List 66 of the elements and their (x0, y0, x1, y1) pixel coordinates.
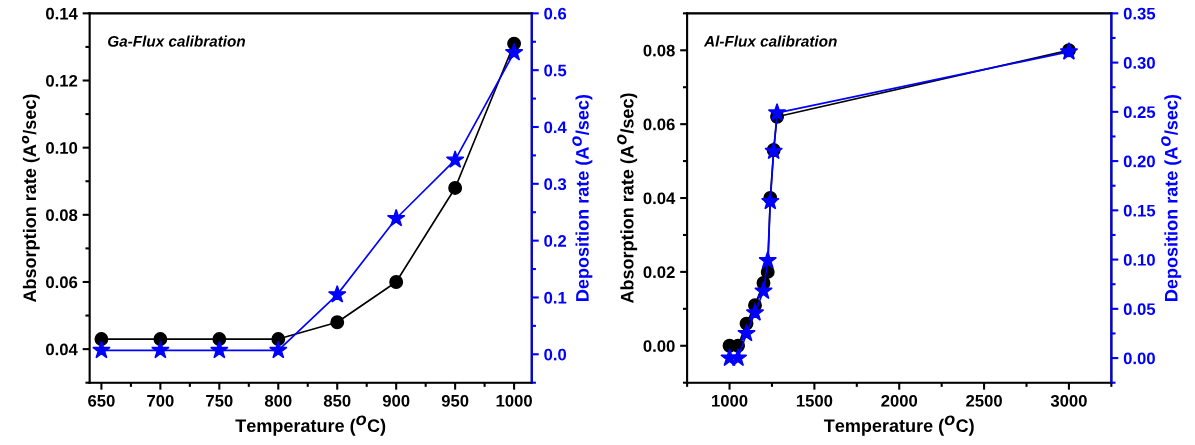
y2-tick-label: 0.2 (544, 235, 567, 247)
y2-tick-label: 0.0 (544, 348, 567, 361)
y-tick-label: 0.08 (46, 209, 78, 222)
point (151, 340, 170, 359)
y-axis-title: Absorption rate (A$^{o}$/sec) (21, 94, 40, 303)
y2-tick-label: 0.6 (544, 7, 567, 20)
y-tick-label: 0.10 (46, 142, 78, 154)
y2-tick-label: 0.25 (1123, 106, 1156, 119)
y2-tick-label: 0.3 (544, 178, 567, 191)
x-tick-label: 700 (147, 394, 174, 407)
x-tick-label: 650 (88, 394, 115, 407)
y2-tick-label: 0.4 (544, 121, 567, 134)
y-tick-label: 0.12 (46, 74, 78, 87)
point (268, 340, 288, 359)
y-tick-label: 0.04 (643, 192, 676, 205)
x-tick-label: 850 (323, 394, 351, 407)
y-tick-label: 0.06 (643, 118, 675, 131)
y2-tick-label: 0.35 (1123, 7, 1156, 20)
x-axis-title: Temperature ($^{O}$C) (235, 415, 386, 436)
y-tick-label: 0.06 (46, 276, 78, 289)
y-tick-label: 0.00 (643, 340, 675, 352)
point (330, 315, 345, 330)
y-tick-label: 0.04 (46, 343, 78, 356)
y2-tick-label: 0.20 (1123, 155, 1155, 168)
y2-axis-title: Deposition rate (A$^{O}$/sec) (1161, 94, 1182, 301)
point (212, 332, 227, 346)
x-tick-label: 800 (264, 394, 292, 407)
point (745, 303, 765, 321)
point (737, 323, 756, 342)
y2-tick-label: 0.1 (544, 291, 567, 304)
point (448, 181, 463, 195)
y-axis-title: Absorption rate (A$^{O}$/sec) (617, 93, 638, 304)
y2-tick-label: 0.10 (1123, 253, 1155, 266)
y2-tick-label: 0.15 (1123, 204, 1156, 217)
x-tick-label: 900 (382, 394, 410, 407)
point (210, 340, 229, 359)
y-tick-label: 0.14 (46, 7, 78, 20)
y2-tick-label: 0.00 (1123, 352, 1155, 365)
y2-tick-label: 0.05 (1123, 303, 1156, 316)
x-tick-label: 3000 (1050, 394, 1087, 407)
x-tick-label: 2500 (966, 394, 1002, 407)
annotation: Al-Flux calibration (703, 35, 837, 47)
point (754, 281, 773, 300)
x-tick-label: 2000 (881, 394, 918, 407)
x-tick-label: 1500 (796, 394, 833, 407)
y2-tick-label: 0.5 (544, 64, 567, 77)
point (327, 284, 347, 303)
y2-axis-title: Deposition rate (A$^{O}$/sec) (572, 94, 593, 301)
annotation: Ga-Flux calibration (108, 35, 246, 47)
y-tick-label: 0.08 (643, 44, 675, 57)
x-tick-label: 1000 (712, 394, 748, 407)
y2-tick-label: 0.30 (1123, 57, 1155, 69)
point (767, 103, 787, 121)
y-tick-label: 0.02 (643, 266, 675, 279)
point (389, 275, 404, 289)
point (504, 42, 524, 61)
point (758, 250, 778, 269)
point (92, 340, 111, 359)
x-tick-label: 750 (206, 394, 233, 407)
point (445, 150, 465, 168)
x-tick-label: 950 (441, 394, 469, 407)
x-tick-label: 1000 (496, 394, 532, 407)
point (760, 191, 780, 210)
point (153, 332, 168, 346)
point (386, 208, 406, 227)
x-axis-title: Temperature ($^{O}$C) (823, 415, 974, 436)
